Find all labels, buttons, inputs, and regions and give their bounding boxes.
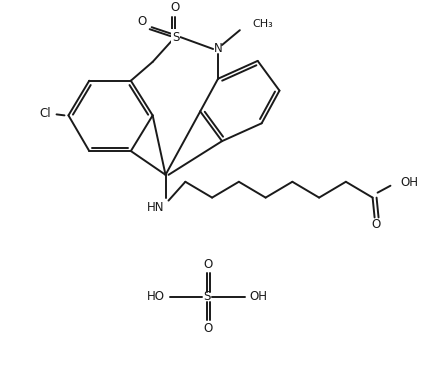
Text: O: O bbox=[171, 1, 180, 14]
Text: O: O bbox=[371, 218, 380, 231]
Text: Cl: Cl bbox=[39, 107, 51, 120]
Text: O: O bbox=[203, 322, 213, 335]
Text: S: S bbox=[172, 30, 179, 44]
Text: HN: HN bbox=[147, 201, 164, 214]
Text: O: O bbox=[203, 259, 213, 272]
Text: HO: HO bbox=[147, 290, 164, 303]
Text: CH₃: CH₃ bbox=[253, 19, 274, 29]
Text: O: O bbox=[137, 15, 146, 28]
Text: S: S bbox=[203, 290, 211, 303]
Text: OH: OH bbox=[250, 290, 268, 303]
Text: OH: OH bbox=[401, 176, 418, 189]
Text: N: N bbox=[214, 43, 223, 56]
